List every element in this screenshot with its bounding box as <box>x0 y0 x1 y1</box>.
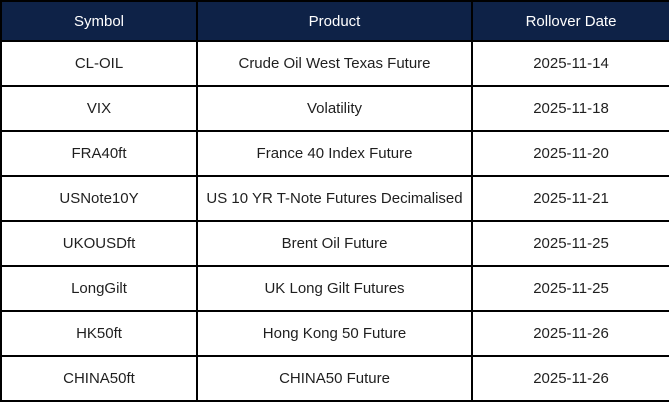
rollover-date-cell: 2025-11-25 <box>471 220 669 267</box>
product-cell: US 10 YR T-Note Futures Decimalised <box>196 175 473 222</box>
product-cell: Volatility <box>196 85 473 132</box>
column-header-rollover-date: Rollover Date <box>471 0 669 42</box>
symbol-cell: CHINA50ft <box>0 355 198 402</box>
table-row: LongGilt UK Long Gilt Futures 2025-11-25 <box>0 265 669 312</box>
rollover-table: Symbol Product Rollover Date CL-OIL Crud… <box>0 0 669 402</box>
rollover-date-cell: 2025-11-26 <box>471 355 669 402</box>
table-body: CL-OIL Crude Oil West Texas Future 2025-… <box>0 40 669 402</box>
column-header-symbol: Symbol <box>0 0 198 42</box>
symbol-cell: LongGilt <box>0 265 198 312</box>
symbol-cell: CL-OIL <box>0 40 198 87</box>
column-header-product: Product <box>196 0 473 42</box>
table-row: HK50ft Hong Kong 50 Future 2025-11-26 <box>0 310 669 357</box>
product-cell: UK Long Gilt Futures <box>196 265 473 312</box>
table-row: VIX Volatility 2025-11-18 <box>0 85 669 132</box>
product-cell: Brent Oil Future <box>196 220 473 267</box>
table-row: CHINA50ft CHINA50 Future 2025-11-26 <box>0 355 669 402</box>
symbol-cell: USNote10Y <box>0 175 198 222</box>
product-cell: CHINA50 Future <box>196 355 473 402</box>
table-row: USNote10Y US 10 YR T-Note Futures Decima… <box>0 175 669 222</box>
rollover-date-cell: 2025-11-26 <box>471 310 669 357</box>
table-row: UKOUSDft Brent Oil Future 2025-11-25 <box>0 220 669 267</box>
symbol-cell: VIX <box>0 85 198 132</box>
rollover-date-cell: 2025-11-25 <box>471 265 669 312</box>
rollover-date-cell: 2025-11-18 <box>471 85 669 132</box>
rollover-date-cell: 2025-11-14 <box>471 40 669 87</box>
header-row: Symbol Product Rollover Date <box>0 0 669 42</box>
rollover-date-cell: 2025-11-20 <box>471 130 669 177</box>
symbol-cell: HK50ft <box>0 310 198 357</box>
symbol-cell: UKOUSDft <box>0 220 198 267</box>
symbol-cell: FRA40ft <box>0 130 198 177</box>
table-row: CL-OIL Crude Oil West Texas Future 2025-… <box>0 40 669 87</box>
product-cell: Crude Oil West Texas Future <box>196 40 473 87</box>
rollover-date-cell: 2025-11-21 <box>471 175 669 222</box>
product-cell: France 40 Index Future <box>196 130 473 177</box>
product-cell: Hong Kong 50 Future <box>196 310 473 357</box>
table-row: FRA40ft France 40 Index Future 2025-11-2… <box>0 130 669 177</box>
